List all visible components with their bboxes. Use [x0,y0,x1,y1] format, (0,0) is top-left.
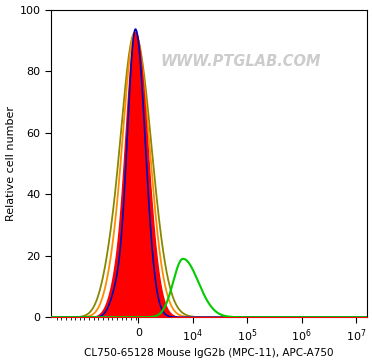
Y-axis label: Relative cell number: Relative cell number [6,106,16,221]
X-axis label: CL750-65128 Mouse IgG2b (MPC-11), APC-A750: CL750-65128 Mouse IgG2b (MPC-11), APC-A7… [84,348,334,359]
Text: WWW.PTGLAB.COM: WWW.PTGLAB.COM [160,54,321,70]
